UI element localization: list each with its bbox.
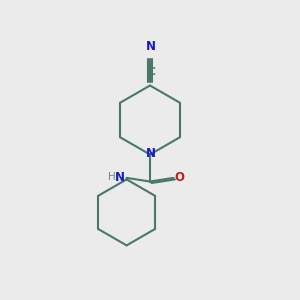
Text: N: N: [146, 147, 156, 161]
Text: N: N: [115, 171, 125, 184]
Text: C: C: [147, 67, 155, 77]
Text: O: O: [174, 171, 184, 184]
Text: H: H: [108, 172, 116, 182]
Text: N: N: [146, 40, 156, 52]
